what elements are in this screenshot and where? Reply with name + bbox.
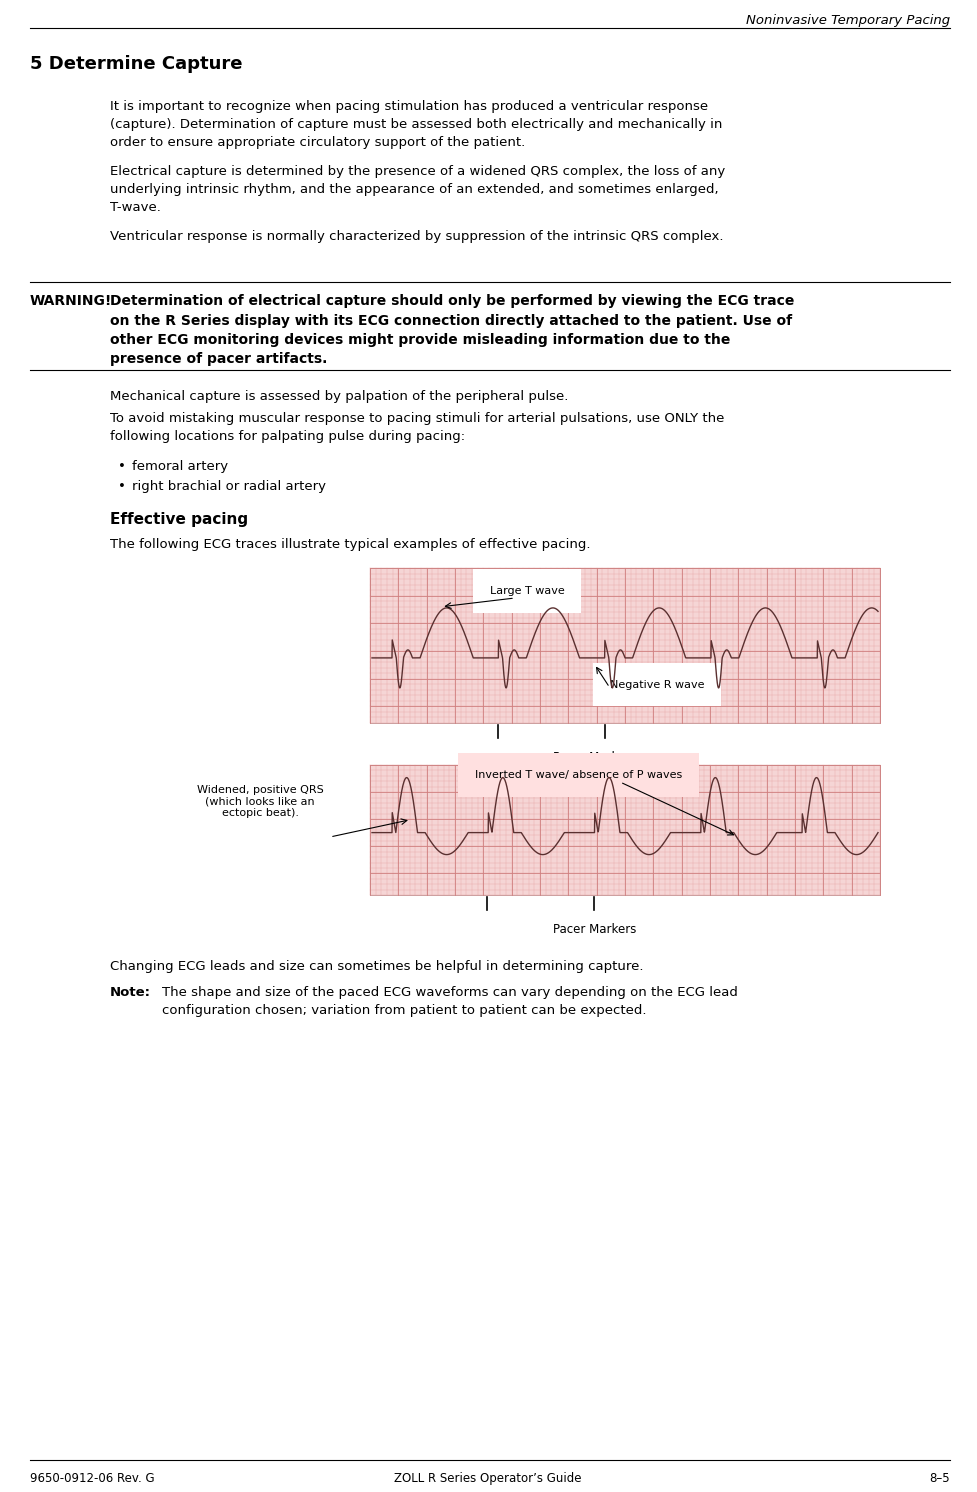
Text: •: • <box>118 460 126 473</box>
Text: Ventricular response is normally characterized by suppression of the intrinsic Q: Ventricular response is normally charact… <box>110 230 724 243</box>
Text: ZOLL R Series Operator’s Guide: ZOLL R Series Operator’s Guide <box>395 1473 581 1485</box>
Text: Effective pacing: Effective pacing <box>110 512 248 527</box>
Text: The following ECG traces illustrate typical examples of effective pacing.: The following ECG traces illustrate typi… <box>110 539 590 551</box>
Text: Inverted T wave/ absence of P waves: Inverted T wave/ absence of P waves <box>475 770 682 780</box>
Text: 9650-0912-06 Rev. G: 9650-0912-06 Rev. G <box>30 1473 154 1485</box>
Text: Mechanical capture is assessed by palpation of the peripheral pulse.: Mechanical capture is assessed by palpat… <box>110 389 569 403</box>
Text: Widened, positive QRS
(which looks like an
ectopic beat).: Widened, positive QRS (which looks like … <box>196 785 323 818</box>
Text: Changing ECG leads and size can sometimes be helpful in determining capture.: Changing ECG leads and size can sometime… <box>110 959 644 973</box>
Text: Electrical capture is determined by the presence of a widened QRS complex, the l: Electrical capture is determined by the … <box>110 166 725 213</box>
Text: Pacer Markers: Pacer Markers <box>553 750 637 764</box>
Text: Noninvasive Temporary Pacing: Noninvasive Temporary Pacing <box>745 13 950 27</box>
Bar <box>370 765 880 895</box>
Text: The shape and size of the paced ECG waveforms can vary depending on the ECG lead: The shape and size of the paced ECG wave… <box>162 986 738 1018</box>
Text: Pacer Markers: Pacer Markers <box>553 924 637 935</box>
Text: WARNING!: WARNING! <box>30 294 112 307</box>
Text: Negative R wave: Negative R wave <box>610 679 704 689</box>
Text: •: • <box>118 480 126 492</box>
Text: femoral artery: femoral artery <box>132 460 228 473</box>
Text: It is important to recognize when pacing stimulation has produced a ventricular : It is important to recognize when pacing… <box>110 100 722 149</box>
Text: 8–5: 8–5 <box>929 1473 950 1485</box>
Text: 5 Determine Capture: 5 Determine Capture <box>30 55 242 73</box>
Bar <box>370 568 880 724</box>
Text: Large T wave: Large T wave <box>490 586 565 595</box>
Text: To avoid mistaking muscular response to pacing stimuli for arterial pulsations, : To avoid mistaking muscular response to … <box>110 412 724 443</box>
Text: Determination of electrical capture should only be performed by viewing the ECG : Determination of electrical capture shou… <box>110 294 794 367</box>
Text: Note:: Note: <box>110 986 151 1000</box>
Text: right brachial or radial artery: right brachial or radial artery <box>132 480 326 492</box>
